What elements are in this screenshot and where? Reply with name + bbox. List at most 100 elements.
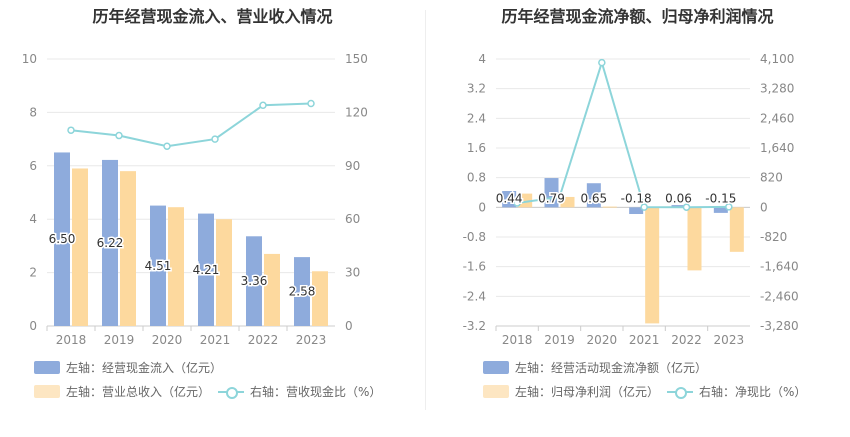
bar [150, 205, 166, 326]
bar [216, 219, 232, 326]
x-tick-label: 2023 [296, 333, 327, 347]
legend-label: 右轴：营收现金比（%） [250, 385, 382, 399]
data-label: 6.22 [97, 236, 124, 250]
bar [54, 152, 70, 326]
data-label: 4.21 [193, 263, 220, 277]
chart-title: 历年经营现金流净额、归母净利润情况 [501, 7, 774, 26]
y-left-tick-label: -3.2 [463, 319, 486, 333]
legend-item[interactable]: 左轴：经营活动现金流净额（亿元） [483, 359, 707, 376]
bar [687, 207, 702, 271]
series-line [70, 102, 312, 148]
legend-label: 左轴：经营活动现金流净额（亿元） [515, 361, 708, 375]
line-point [725, 203, 733, 211]
y-right-tick-label: 0 [345, 319, 353, 333]
y-left-tick-label: 4 [478, 52, 486, 66]
line-point [598, 58, 606, 67]
y-left-tick-label: 2.4 [467, 111, 486, 125]
data-label: 0.44 [496, 191, 523, 205]
legend-swatch [34, 361, 60, 374]
legend-label: 左轴：营业总收入（亿元） [66, 385, 211, 399]
x-tick-label: 2020 [587, 333, 618, 347]
bar [713, 207, 728, 213]
y-left-tick-label: 0.8 [467, 171, 486, 185]
y-right-tick-label: 150 [345, 52, 368, 66]
y-left-tick-label: 1.6 [467, 141, 486, 155]
legend-swatch [483, 361, 509, 374]
bar [294, 257, 310, 326]
y-right-tick-label: 30 [345, 266, 360, 280]
y-left-tick-label: 8 [29, 105, 37, 119]
line-point [640, 203, 648, 211]
bar [602, 206, 617, 208]
y-left-tick-label: -2.4 [463, 289, 486, 303]
chart-panel-cash-inflow: 历年经营现金流入、营业收入情况 0 2 4 6 8 10 0 30 60 90 120 150 2018… [22, 7, 381, 400]
x-tick-label: 2022 [671, 333, 702, 347]
x-tick-label: 2023 [714, 333, 745, 347]
line-point [513, 199, 521, 207]
x-tick-label: 2021 [629, 333, 660, 347]
bar [629, 207, 644, 215]
y-right-tick-label: -820 [760, 230, 787, 244]
bar [586, 183, 601, 208]
legend-swatch [34, 385, 60, 398]
panel-divider [425, 10, 426, 410]
line-point [307, 99, 315, 108]
bar [729, 207, 744, 252]
line-point [259, 101, 267, 110]
data-label: -0.18 [621, 191, 652, 205]
x-tick-label: 2018 [502, 333, 533, 347]
line-point [211, 135, 219, 143]
chart-svg-net-cash: 4 3.2 2.4 1.6 0.8 0 -0.8 -1.6 -2.4 -3.2 4,100 3,280… [463, 52, 799, 347]
data-label: 0.65 [580, 191, 607, 205]
x-tick-label: 2019 [544, 333, 575, 347]
y-right-tick-label: 0 [760, 200, 768, 214]
bar [645, 207, 660, 324]
legend-swatch [483, 385, 509, 398]
bar [544, 178, 559, 208]
line-point [682, 203, 691, 211]
bar [264, 253, 280, 326]
y-right-tick-label: 2,460 [760, 111, 794, 125]
data-label: 0.06 [665, 191, 692, 205]
legend-label: 左轴：经营现金流入（亿元） [66, 361, 223, 375]
bar [72, 168, 88, 326]
line-point [555, 193, 564, 201]
y-right-tick-label: 820 [760, 171, 783, 185]
bar [560, 196, 575, 208]
y-right-tick-label: -3,280 [760, 319, 799, 333]
y-left-tick-label: 10 [22, 52, 37, 66]
data-label: -0.15 [705, 191, 736, 205]
legend-line-icon [218, 385, 244, 399]
x-tick-label: 2021 [200, 333, 231, 347]
y-left-tick-label: -0.8 [463, 230, 486, 244]
data-label: 2.58 [289, 285, 316, 299]
bar [198, 213, 214, 326]
x-tick-label: 2020 [152, 333, 183, 347]
legend-item[interactable]: 左轴：营业总收入（亿元） [34, 383, 210, 400]
y-right-tick-label: 120 [345, 105, 368, 119]
bar [518, 193, 533, 208]
chart-panel-net-cash: 历年经营现金流净额、归母净利润情况 4 3.2 2.4 1.6 0.8 0 -0.8 -1.6… [425, 0, 850, 437]
chart-title: 历年经营现金流入、营业收入情况 [92, 7, 333, 26]
legend-item[interactable]: 右轴：营收现金比（%） [218, 383, 381, 400]
y-right-tick-label: -1,640 [760, 260, 799, 274]
bar [102, 159, 118, 326]
y-left-tick-label: 0 [478, 200, 486, 214]
line-point [115, 131, 123, 140]
y-right-tick-label: 3,280 [760, 82, 794, 96]
legend-item[interactable]: 左轴：归母净利润（亿元） [483, 383, 659, 400]
bar [120, 171, 136, 326]
y-right-tick-label: 1,640 [760, 141, 794, 155]
legend-item[interactable]: 右轴：净现比（%） [667, 383, 806, 400]
data-label: 6.50 [49, 232, 76, 246]
x-tick-label: 2019 [104, 333, 135, 347]
line-point [163, 142, 171, 150]
data-label: 3.36 [241, 274, 268, 288]
bar [502, 191, 517, 208]
line-point [67, 126, 75, 134]
y-left-tick-label: 3.2 [467, 82, 486, 96]
data-label: 4.51 [145, 259, 172, 273]
legend-item[interactable]: 左轴：经营现金流入（亿元） [34, 359, 222, 376]
y-left-tick-label: -1.6 [463, 260, 486, 274]
y-right-tick-label: 4,100 [760, 52, 794, 66]
